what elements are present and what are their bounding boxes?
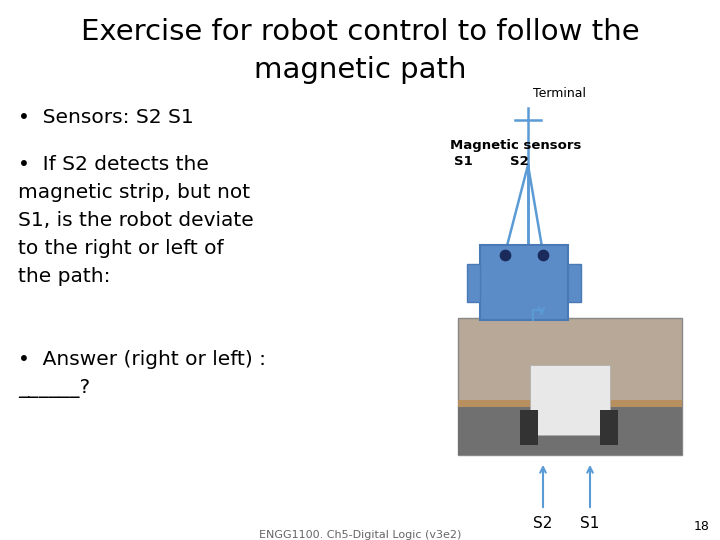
Text: magnetic path: magnetic path: [253, 56, 467, 84]
Text: •  If S2 detects the
magnetic strip, but not
S1, is the robot deviate
to the rig: • If S2 detects the magnetic strip, but …: [18, 155, 253, 286]
Point: [499, 251, 510, 259]
Text: S2: S2: [534, 516, 553, 531]
Text: Terminal: Terminal: [533, 87, 586, 100]
Text: S2: S2: [510, 155, 528, 168]
Bar: [467, 264, 480, 301]
Bar: [458, 407, 682, 455]
Text: 18: 18: [694, 520, 710, 533]
Text: ENGG1100. Ch5-Digital Logic (v3e2): ENGG1100. Ch5-Digital Logic (v3e2): [258, 530, 462, 540]
Text: •  Sensors: S2 S1: • Sensors: S2 S1: [18, 108, 194, 127]
Text: Magnetic sensors: Magnetic sensors: [450, 139, 581, 152]
Text: S1: S1: [454, 155, 473, 168]
Text: S1: S1: [580, 516, 600, 531]
Bar: [530, 365, 610, 435]
Bar: [520, 410, 538, 445]
Text: •  Answer (right or left) :
______?: • Answer (right or left) : ______?: [18, 350, 266, 398]
Bar: [458, 318, 682, 455]
Bar: [458, 400, 682, 455]
Point: [538, 251, 549, 259]
Bar: [568, 264, 581, 301]
Bar: [600, 410, 618, 445]
Text: Exercise for robot control to follow the: Exercise for robot control to follow the: [81, 18, 639, 46]
Bar: [480, 245, 568, 320]
